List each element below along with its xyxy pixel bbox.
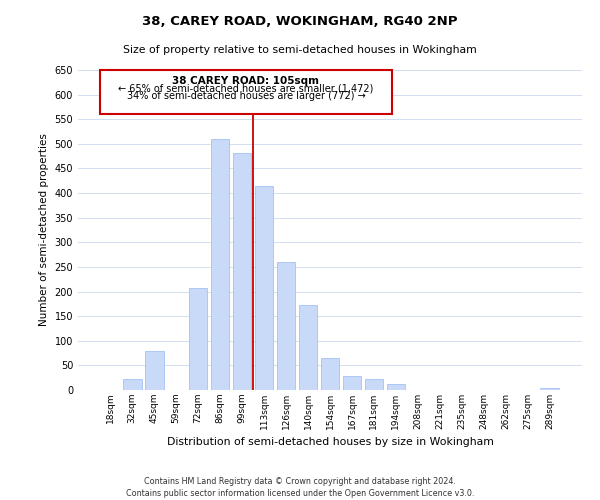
Text: Size of property relative to semi-detached houses in Wokingham: Size of property relative to semi-detach… [123, 45, 477, 55]
Bar [299, 306, 317, 390]
Text: Contains HM Land Registry data © Crown copyright and database right 2024.: Contains HM Land Registry data © Crown c… [144, 478, 456, 486]
Bar [255, 186, 274, 390]
Y-axis label: Number of semi-detached properties: Number of semi-detached properties [39, 134, 49, 326]
Text: 34% of semi-detached houses are larger (772) →: 34% of semi-detached houses are larger (… [127, 90, 365, 101]
Text: 38 CAREY ROAD: 105sqm: 38 CAREY ROAD: 105sqm [172, 76, 319, 86]
FancyBboxPatch shape [100, 70, 392, 114]
Bar [123, 379, 142, 390]
Bar [343, 376, 361, 390]
Bar [541, 388, 559, 390]
X-axis label: Distribution of semi-detached houses by size in Wokingham: Distribution of semi-detached houses by … [167, 438, 493, 448]
Bar [320, 358, 340, 390]
Text: ← 65% of semi-detached houses are smaller (1,472): ← 65% of semi-detached houses are smalle… [118, 84, 374, 94]
Text: 38, CAREY ROAD, WOKINGHAM, RG40 2NP: 38, CAREY ROAD, WOKINGHAM, RG40 2NP [142, 15, 458, 28]
Bar [189, 288, 208, 390]
Text: Contains public sector information licensed under the Open Government Licence v3: Contains public sector information licen… [126, 489, 474, 498]
Bar [386, 384, 405, 390]
Bar [365, 378, 383, 390]
Bar [233, 152, 251, 390]
Bar [211, 139, 229, 390]
Bar [145, 350, 164, 390]
Bar [277, 262, 295, 390]
